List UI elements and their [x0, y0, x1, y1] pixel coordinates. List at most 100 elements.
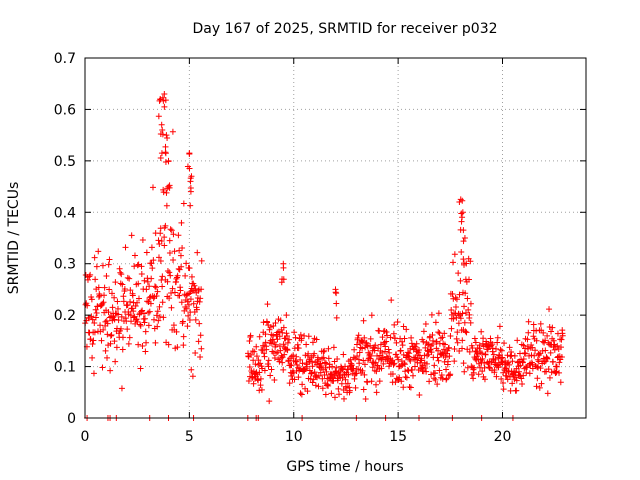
data-point [139, 342, 146, 349]
data-point [170, 257, 177, 264]
data-point [299, 381, 306, 388]
data-point [461, 303, 468, 310]
data-point [368, 378, 375, 385]
data-point [498, 359, 505, 366]
data-point [516, 350, 523, 357]
data-point [95, 284, 102, 291]
data-point [292, 334, 299, 341]
data-point [350, 354, 357, 361]
data-point [159, 283, 166, 290]
data-point-peak [162, 149, 169, 156]
data-point [494, 334, 501, 341]
data-point [526, 370, 533, 377]
y-tick-label: 0.2 [54, 308, 76, 324]
data-point-peak [158, 121, 165, 128]
data-point [481, 359, 488, 366]
data-point [288, 373, 295, 380]
data-point [466, 276, 473, 283]
data-point [178, 263, 185, 270]
data-point [180, 333, 187, 340]
data-point [191, 282, 198, 289]
data-point [127, 287, 134, 294]
data-point [89, 341, 96, 348]
data-point [160, 314, 167, 321]
data-point [142, 328, 149, 335]
data-point [185, 312, 192, 319]
data-point [513, 387, 520, 394]
data-point [261, 350, 268, 357]
data-point [338, 380, 345, 387]
data-point [372, 381, 379, 388]
data-point [506, 344, 513, 351]
data-point [277, 347, 284, 354]
data-point [444, 358, 451, 365]
data-point [346, 387, 353, 394]
data-point [475, 360, 482, 367]
data-point [290, 352, 297, 359]
data-point [166, 295, 173, 302]
data-point [274, 336, 281, 343]
data-point [292, 357, 299, 364]
data-point [323, 368, 330, 375]
data-point [148, 244, 155, 251]
data-point [367, 355, 374, 362]
data-point [463, 329, 470, 336]
data-point [150, 316, 157, 323]
y-tick-label: 0.3 [54, 257, 76, 273]
data-point [174, 272, 181, 279]
data-point [250, 380, 257, 387]
data-point [106, 256, 113, 263]
data-point [440, 346, 447, 353]
data-point [118, 325, 125, 332]
data-point [258, 386, 265, 393]
data-point [541, 359, 548, 366]
data-point [135, 295, 142, 302]
data-point [153, 292, 160, 299]
data-point [164, 268, 171, 275]
data-point [496, 323, 503, 330]
data-point-peak [458, 218, 465, 225]
data-point [462, 290, 469, 297]
data-point [435, 347, 442, 354]
data-point [361, 371, 368, 378]
data-point [333, 364, 340, 371]
data-point [461, 368, 468, 375]
data-point [197, 354, 204, 361]
data-point [355, 332, 362, 339]
data-point [121, 285, 128, 292]
data-point [418, 355, 425, 362]
data-point [276, 343, 283, 350]
data-point [520, 372, 527, 379]
data-point [439, 334, 446, 341]
data-point-peak [279, 276, 286, 283]
data-point [120, 293, 127, 300]
data-point [159, 273, 166, 280]
data-point [256, 369, 263, 376]
data-point [194, 249, 201, 256]
data-point [103, 317, 110, 324]
data-point [186, 265, 193, 272]
data-point [383, 338, 390, 345]
data-point [354, 334, 361, 341]
data-point [540, 329, 547, 336]
data-point [157, 258, 164, 265]
data-point [364, 379, 371, 386]
data-point [126, 334, 133, 341]
data-point [345, 371, 352, 378]
data-point [99, 364, 106, 371]
data-point [249, 348, 256, 355]
data-point [528, 342, 535, 349]
data-point [500, 369, 507, 376]
data-point [119, 281, 126, 288]
data-point-peak [463, 260, 470, 267]
data-point [104, 354, 111, 361]
data-point [160, 189, 167, 196]
data-point [401, 361, 408, 368]
data-points-layer [82, 91, 566, 421]
data-point [319, 385, 326, 392]
data-point [351, 346, 358, 353]
data-point [533, 327, 540, 334]
data-point [464, 295, 471, 302]
data-point [450, 315, 457, 322]
data-point [262, 331, 269, 338]
